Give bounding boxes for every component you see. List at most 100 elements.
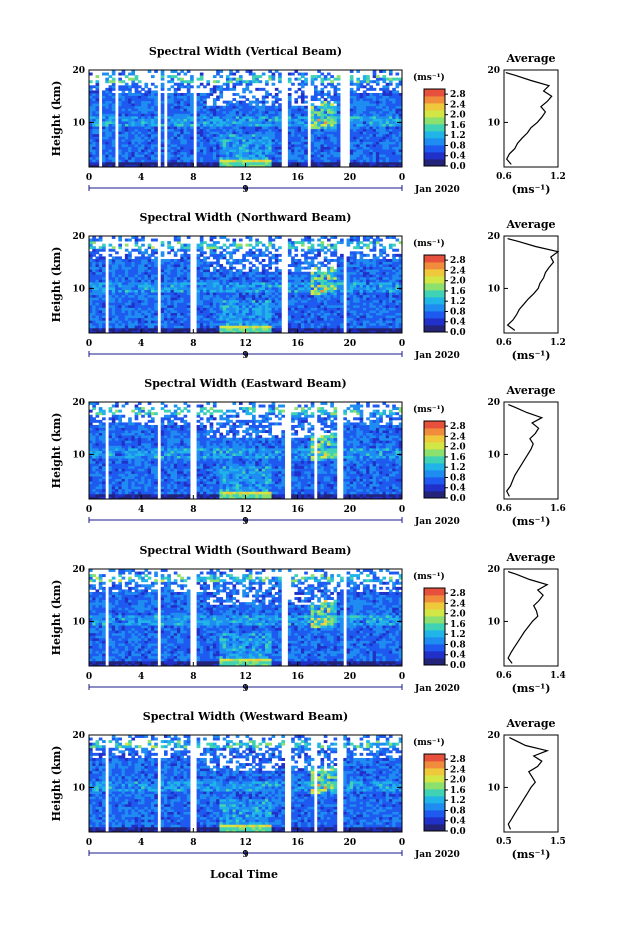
heatmap-cell — [252, 113, 256, 117]
heatmap-cell — [111, 144, 116, 147]
heatmap-cell — [173, 294, 178, 298]
heatmap-cell — [362, 103, 367, 107]
heatmap-cell — [362, 100, 367, 104]
heatmap-cell — [196, 243, 201, 247]
heatmap-cell — [274, 317, 279, 321]
heatmap-cell — [160, 149, 165, 153]
heatmap-cell — [235, 327, 240, 331]
heatmap-cell — [212, 294, 217, 298]
heatmap-cell — [111, 108, 116, 112]
heatmap-cell — [173, 123, 178, 127]
heatmap-cell — [248, 292, 253, 296]
heatmap-cell — [242, 100, 246, 104]
heatmap-cell — [118, 264, 122, 268]
heatmap-cell — [252, 307, 256, 311]
heatmap-cell — [225, 279, 230, 283]
heatmap-cell — [212, 113, 217, 117]
heatmap-cell — [170, 103, 175, 107]
heatmap-cell — [287, 325, 292, 329]
heatmap-cell — [186, 138, 191, 142]
heatmap-cell — [102, 159, 106, 163]
heatmap-cell — [98, 310, 103, 313]
heatmap-cell — [141, 110, 145, 114]
heatmap-cell — [258, 154, 263, 158]
heatmap-cell — [366, 123, 370, 127]
heatmap-cell — [255, 289, 259, 293]
heatmap-cell — [121, 154, 126, 158]
heatmap-cell — [300, 284, 305, 288]
heatmap-cell — [163, 281, 168, 285]
heatmap-cell — [313, 110, 318, 114]
heatmap-cell — [102, 72, 106, 76]
heatmap-cell — [163, 261, 168, 265]
heatmap-cell — [209, 322, 214, 326]
heatmap-cell — [242, 284, 246, 288]
heatmap-cell — [105, 103, 109, 107]
heatmap-cell — [134, 131, 139, 135]
heatmap-cell — [196, 105, 201, 109]
heatmap-cell — [359, 108, 364, 112]
heatmap-cell — [225, 108, 230, 112]
heatmap-cell — [147, 90, 152, 94]
heatmap-cell — [121, 146, 126, 150]
heatmap-cell — [154, 266, 158, 270]
heatmap-cell — [300, 105, 305, 109]
heatmap-cell — [300, 276, 305, 280]
heatmap-cell — [134, 292, 139, 296]
heatmap-cell — [238, 261, 243, 265]
heatmap-cell — [375, 80, 380, 84]
heatmap-cell — [349, 108, 354, 112]
heatmap-cell — [372, 123, 377, 127]
heatmap-cell — [327, 123, 331, 127]
heatmap-cell — [287, 100, 292, 104]
heatmap-cell — [209, 141, 214, 145]
heatmap-cell — [111, 118, 116, 122]
heatmap-cell — [124, 299, 129, 303]
heatmap-cell — [141, 327, 145, 331]
heatmap-cell — [320, 289, 325, 293]
heatmap-cell — [330, 115, 334, 119]
heatmap-cell — [89, 105, 93, 109]
heatmap-cell — [385, 87, 390, 91]
heatmap-cell — [199, 105, 204, 109]
heatmap-cell — [170, 115, 175, 119]
heatmap-cell — [252, 302, 256, 306]
heatmap-cell — [144, 274, 149, 278]
heatmap-cell — [98, 297, 103, 301]
heatmap-cell — [252, 164, 256, 168]
heatmap-cell — [349, 90, 354, 94]
heatmap-cell — [359, 100, 364, 104]
heatmap-cell — [180, 310, 184, 313]
heatmap-cell — [265, 126, 269, 130]
heatmap-cell — [203, 161, 207, 165]
heatmap-cell — [170, 110, 175, 114]
heatmap-cell — [235, 146, 240, 150]
heatmap-cell — [167, 276, 171, 280]
heatmap-cell — [124, 161, 129, 165]
heatmap-cell — [183, 105, 188, 109]
heatmap-cell — [121, 304, 126, 308]
heatmap-cell — [121, 310, 126, 313]
heatmap-cell — [118, 115, 122, 119]
heatmap-cell — [323, 251, 328, 255]
heatmap-cell — [163, 271, 168, 275]
heatmap-cell — [274, 258, 279, 262]
heatmap-cell — [183, 302, 188, 306]
heatmap-cell — [294, 261, 299, 265]
heatmap-cell — [196, 307, 201, 311]
heatmap-cell — [268, 287, 272, 290]
heatmap-cell — [255, 304, 259, 308]
heatmap-cell — [225, 327, 230, 331]
heatmap-cell — [186, 317, 191, 321]
heatmap-cell — [167, 131, 171, 135]
heatmap-cell — [366, 98, 370, 102]
heatmap-cell — [261, 320, 266, 324]
heatmap-cell — [144, 310, 149, 313]
heatmap-cell — [369, 98, 374, 102]
heatmap-cell — [206, 274, 211, 278]
heatmap-cell — [252, 315, 256, 319]
heatmap-cell — [287, 128, 292, 132]
heatmap-cell — [89, 271, 93, 275]
heatmap-cell — [160, 312, 165, 316]
heatmap-cell — [92, 159, 96, 163]
